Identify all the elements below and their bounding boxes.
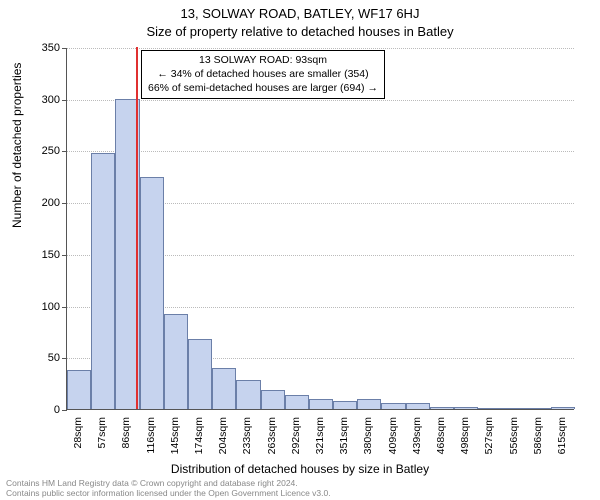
grid-line	[67, 151, 574, 152]
histogram-bar	[91, 153, 115, 410]
xtick-label: 233sqm	[241, 417, 253, 467]
xtick-label: 409sqm	[387, 417, 399, 467]
xtick-label: 527sqm	[483, 417, 495, 467]
histogram-bar	[236, 380, 260, 409]
xtick-label: 292sqm	[290, 417, 302, 467]
footer: Contains HM Land Registry data © Crown c…	[6, 478, 331, 498]
xtick-label: 57sqm	[96, 417, 108, 467]
ytick-mark	[62, 358, 67, 359]
histogram-bar	[502, 408, 526, 409]
xtick-label: 439sqm	[411, 417, 423, 467]
histogram-bar	[140, 177, 164, 409]
histogram-bar	[357, 399, 381, 409]
histogram-bar	[333, 401, 357, 409]
histogram-bar	[454, 407, 478, 409]
y-axis-label: Number of detached properties	[10, 63, 24, 228]
xtick-label: 204sqm	[217, 417, 229, 467]
grid-line	[67, 48, 574, 49]
ytick-mark	[62, 151, 67, 152]
xtick-label: 145sqm	[169, 417, 181, 467]
ytick-label: 200	[30, 197, 60, 209]
xtick-label: 351sqm	[338, 417, 350, 467]
xtick-label: 468sqm	[435, 417, 447, 467]
histogram-bar	[406, 403, 430, 409]
chart-title-main: 13, SOLWAY ROAD, BATLEY, WF17 6HJ	[0, 6, 600, 21]
annotation-box: 13 SOLWAY ROAD: 93sqm ← 34% of detached …	[141, 50, 385, 99]
ytick-label: 350	[30, 42, 60, 54]
xtick-label: 586sqm	[532, 417, 544, 467]
xtick-label: 615sqm	[556, 417, 568, 467]
xtick-label: 380sqm	[362, 417, 374, 467]
ytick-label: 0	[30, 404, 60, 416]
histogram-bar	[478, 408, 502, 409]
ytick-label: 150	[30, 249, 60, 261]
histogram-bar	[285, 395, 309, 409]
chart-area: 13 SOLWAY ROAD: 93sqm ← 34% of detached …	[66, 48, 574, 410]
plot	[66, 48, 574, 410]
grid-line	[67, 100, 574, 101]
chart-title-sub: Size of property relative to detached ho…	[0, 24, 600, 39]
ytick-mark	[62, 255, 67, 256]
histogram-bar	[527, 408, 551, 409]
xtick-label: 86sqm	[120, 417, 132, 467]
xtick-label: 28sqm	[72, 417, 84, 467]
annotation-line-3: 66% of semi-detached houses are larger (…	[148, 81, 378, 95]
xtick-label: 116sqm	[145, 417, 157, 467]
histogram-bar	[551, 407, 575, 409]
footer-line-1: Contains HM Land Registry data © Crown c…	[6, 478, 331, 488]
subject-marker-line	[136, 47, 138, 409]
xtick-label: 263sqm	[266, 417, 278, 467]
xtick-label: 174sqm	[193, 417, 205, 467]
ytick-label: 300	[30, 94, 60, 106]
ytick-mark	[62, 100, 67, 101]
ytick-label: 250	[30, 145, 60, 157]
ytick-mark	[62, 48, 67, 49]
histogram-bar	[381, 403, 405, 409]
ytick-label: 50	[30, 352, 60, 364]
xtick-label: 321sqm	[314, 417, 326, 467]
histogram-bar	[430, 407, 454, 409]
histogram-bar	[188, 339, 212, 409]
histogram-bar	[67, 370, 91, 409]
histogram-bar	[212, 368, 236, 409]
footer-line-2: Contains public sector information licen…	[6, 488, 331, 498]
ytick-mark	[62, 307, 67, 308]
xtick-label: 556sqm	[508, 417, 520, 467]
histogram-bar	[261, 390, 285, 409]
ytick-label: 100	[30, 301, 60, 313]
xtick-label: 498sqm	[459, 417, 471, 467]
histogram-bar	[164, 314, 188, 409]
ytick-mark	[62, 203, 67, 204]
annotation-line-2: ← 34% of detached houses are smaller (35…	[148, 67, 378, 81]
annotation-line-1: 13 SOLWAY ROAD: 93sqm	[148, 53, 378, 67]
histogram-bar	[309, 399, 333, 409]
ytick-mark	[62, 410, 67, 411]
